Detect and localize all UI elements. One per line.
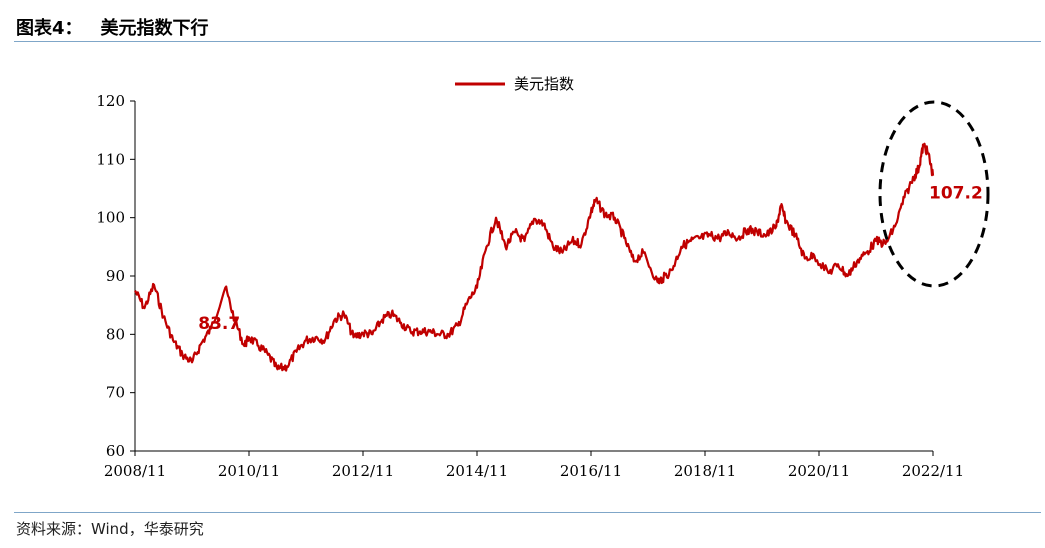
figure-title-text: 美元指数下行 (100, 18, 209, 39)
source-note: 资料来源：Wind，华泰研究 (16, 520, 204, 538)
y-tick-label: 70 (106, 384, 125, 402)
x-tick-label: 2020/11 (788, 462, 850, 480)
x-tick-label: 2018/11 (674, 462, 736, 480)
y-tick-label: 80 (106, 325, 125, 343)
y-tick-label: 110 (96, 150, 125, 168)
figure-title: 图表4： 美元指数下行 (16, 14, 209, 40)
x-tick-label: 2022/11 (902, 462, 964, 480)
y-tick-label: 100 (96, 209, 125, 227)
annotation-latest: 107.2 (929, 184, 983, 204)
annotation-low: 83.7 (198, 314, 240, 334)
series-group (134, 142, 935, 372)
bottom-rule (14, 512, 1041, 513)
y-tick-label: 120 (96, 92, 125, 110)
x-tick-label: 2010/11 (218, 462, 280, 480)
y-axis: 60 70 80 90 100 110 120 (96, 92, 136, 460)
x-tick-label: 2012/11 (332, 462, 394, 480)
top-rule (14, 41, 1041, 42)
annotations: 83.7 107.2 (198, 184, 983, 334)
figure-number: 图表4： (16, 18, 83, 39)
legend-label: 美元指数 (514, 75, 574, 93)
x-tick-label: 2016/11 (560, 462, 622, 480)
highlight-ellipse (878, 100, 990, 288)
x-axis: 2008/11 2010/11 2012/11 2014/11 2016/11 2018/… (104, 450, 964, 480)
y-tick-label: 60 (106, 442, 125, 460)
x-tick-label: 2014/11 (446, 462, 508, 480)
x-tick-label: 2008/11 (104, 462, 166, 480)
series-line (134, 142, 935, 372)
legend: 美元指数 (455, 75, 574, 93)
y-tick-label: 90 (106, 267, 125, 285)
